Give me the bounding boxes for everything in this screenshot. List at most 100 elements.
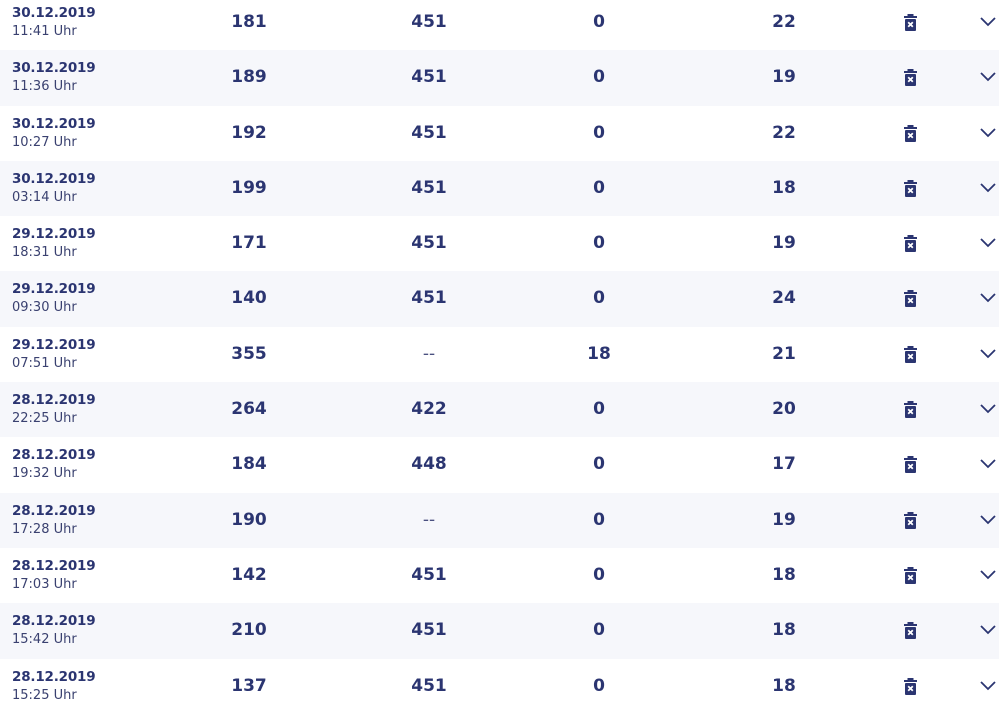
chevron-down-icon[interactable] [980,513,996,525]
value-4: 17 [772,454,796,475]
value-1: 192 [231,122,267,143]
table-row[interactable]: 28.12.2019 22:25 Uhr 264 422 0 20 [0,382,999,438]
value-1: 137 [231,675,267,696]
trash-icon[interactable] [904,566,917,584]
entry-date: 30.12.2019 [12,60,96,77]
value-2: 451 [411,177,447,198]
value-4: 18 [772,177,796,198]
value-2: -- [422,343,436,364]
value-4: 18 [772,620,796,641]
entry-time: 03:14 Uhr [12,189,77,205]
value-1: 189 [231,67,267,88]
trash-icon[interactable] [904,401,917,419]
value-4: 22 [772,12,796,32]
table-row[interactable]: 29.12.2019 18:31 Uhr 171 451 0 19 [0,216,999,272]
trash-icon[interactable] [904,179,917,197]
trash-icon[interactable] [904,290,917,308]
chevron-down-icon[interactable] [980,457,996,469]
value-1: 264 [231,399,267,420]
value-4: 24 [772,288,796,309]
chevron-down-icon[interactable] [980,70,996,82]
value-4: 19 [772,233,796,254]
value-2: 451 [411,67,447,88]
value-3: 0 [593,675,605,696]
table-row[interactable]: 29.12.2019 09:30 Uhr 140 451 0 24 [0,271,999,327]
entry-date: 28.12.2019 [12,557,96,574]
value-4: 19 [772,509,796,530]
value-2: 451 [411,122,447,143]
value-2: 451 [411,12,447,32]
value-4: 19 [772,67,796,88]
table-row[interactable]: 30.12.2019 10:27 Uhr 192 451 0 22 [0,105,999,161]
entry-date: 30.12.2019 [12,5,96,21]
entry-time: 15:42 Uhr [12,632,77,648]
table-row[interactable]: 28.12.2019 19:32 Uhr 184 448 0 17 [0,437,999,493]
value-3: 0 [593,177,605,198]
value-3: 0 [593,454,605,475]
chevron-down-icon[interactable] [980,181,996,193]
table-row[interactable]: 28.12.2019 15:42 Uhr 210 451 0 18 [0,603,999,659]
value-4: 22 [772,122,796,143]
entry-time: 19:32 Uhr [12,466,77,482]
table-row[interactable]: 30.12.2019 11:41 Uhr 181 451 0 22 [0,0,999,51]
chevron-down-icon[interactable] [980,347,996,359]
value-3: 0 [593,509,605,530]
value-1: 199 [231,177,267,198]
value-3: 0 [593,399,605,420]
value-3: 0 [593,620,605,641]
value-1: 190 [231,509,267,530]
value-3: 0 [593,122,605,143]
entry-time: 09:30 Uhr [12,300,77,316]
entry-date: 30.12.2019 [12,170,96,187]
value-3: 0 [593,12,605,32]
entry-time: 11:36 Uhr [12,79,77,95]
entry-date: 28.12.2019 [12,668,96,685]
entry-time: 07:51 Uhr [12,355,77,371]
trash-icon[interactable] [904,622,917,640]
trash-icon[interactable] [904,124,917,142]
value-1: 140 [231,288,267,309]
entry-time: 11:41 Uhr [12,24,77,39]
table-row[interactable]: 28.12.2019 15:25 Uhr 137 451 0 18 [0,658,999,714]
value-4: 21 [772,343,796,364]
trash-icon[interactable] [904,456,917,474]
chevron-down-icon[interactable] [980,623,996,635]
chevron-down-icon[interactable] [980,236,996,248]
entry-date: 28.12.2019 [12,613,96,630]
chevron-down-icon[interactable] [980,679,996,691]
table-row[interactable]: 29.12.2019 07:51 Uhr 355 -- 18 21 [0,326,999,383]
value-1: 181 [231,12,267,32]
value-2: 422 [411,399,447,420]
table-row[interactable]: 28.12.2019 17:28 Uhr 190 -- 0 19 [0,492,999,548]
value-4: 18 [772,564,796,585]
value-2: 451 [411,675,447,696]
entry-date: 30.12.2019 [12,115,96,132]
entry-date: 29.12.2019 [12,226,96,243]
chevron-down-icon[interactable] [980,126,996,138]
chevron-down-icon[interactable] [980,15,996,27]
trash-icon[interactable] [904,14,917,31]
value-3: 0 [593,288,605,309]
value-1: 142 [231,564,267,585]
table-row[interactable]: 28.12.2019 17:03 Uhr 142 451 0 18 [0,547,999,604]
entry-time: 15:25 Uhr [12,687,77,703]
chevron-down-icon[interactable] [980,402,996,414]
trash-icon[interactable] [904,677,917,695]
table-row[interactable]: 30.12.2019 03:14 Uhr 199 451 0 18 [0,160,999,217]
table-row[interactable]: 30.12.2019 11:36 Uhr 189 451 0 19 [0,50,999,106]
value-1: 184 [231,454,267,475]
value-1: 355 [231,343,267,364]
trash-icon[interactable] [904,235,917,253]
entry-date: 29.12.2019 [12,336,96,353]
trash-icon[interactable] [904,69,917,87]
trash-icon[interactable] [904,345,917,363]
value-2: 451 [411,620,447,641]
entry-date: 28.12.2019 [12,502,96,519]
value-4: 18 [772,675,796,696]
chevron-down-icon[interactable] [980,291,996,303]
chevron-down-icon[interactable] [980,568,996,580]
entry-time: 18:31 Uhr [12,245,77,261]
value-2: 448 [411,454,447,475]
trash-icon[interactable] [904,511,917,529]
